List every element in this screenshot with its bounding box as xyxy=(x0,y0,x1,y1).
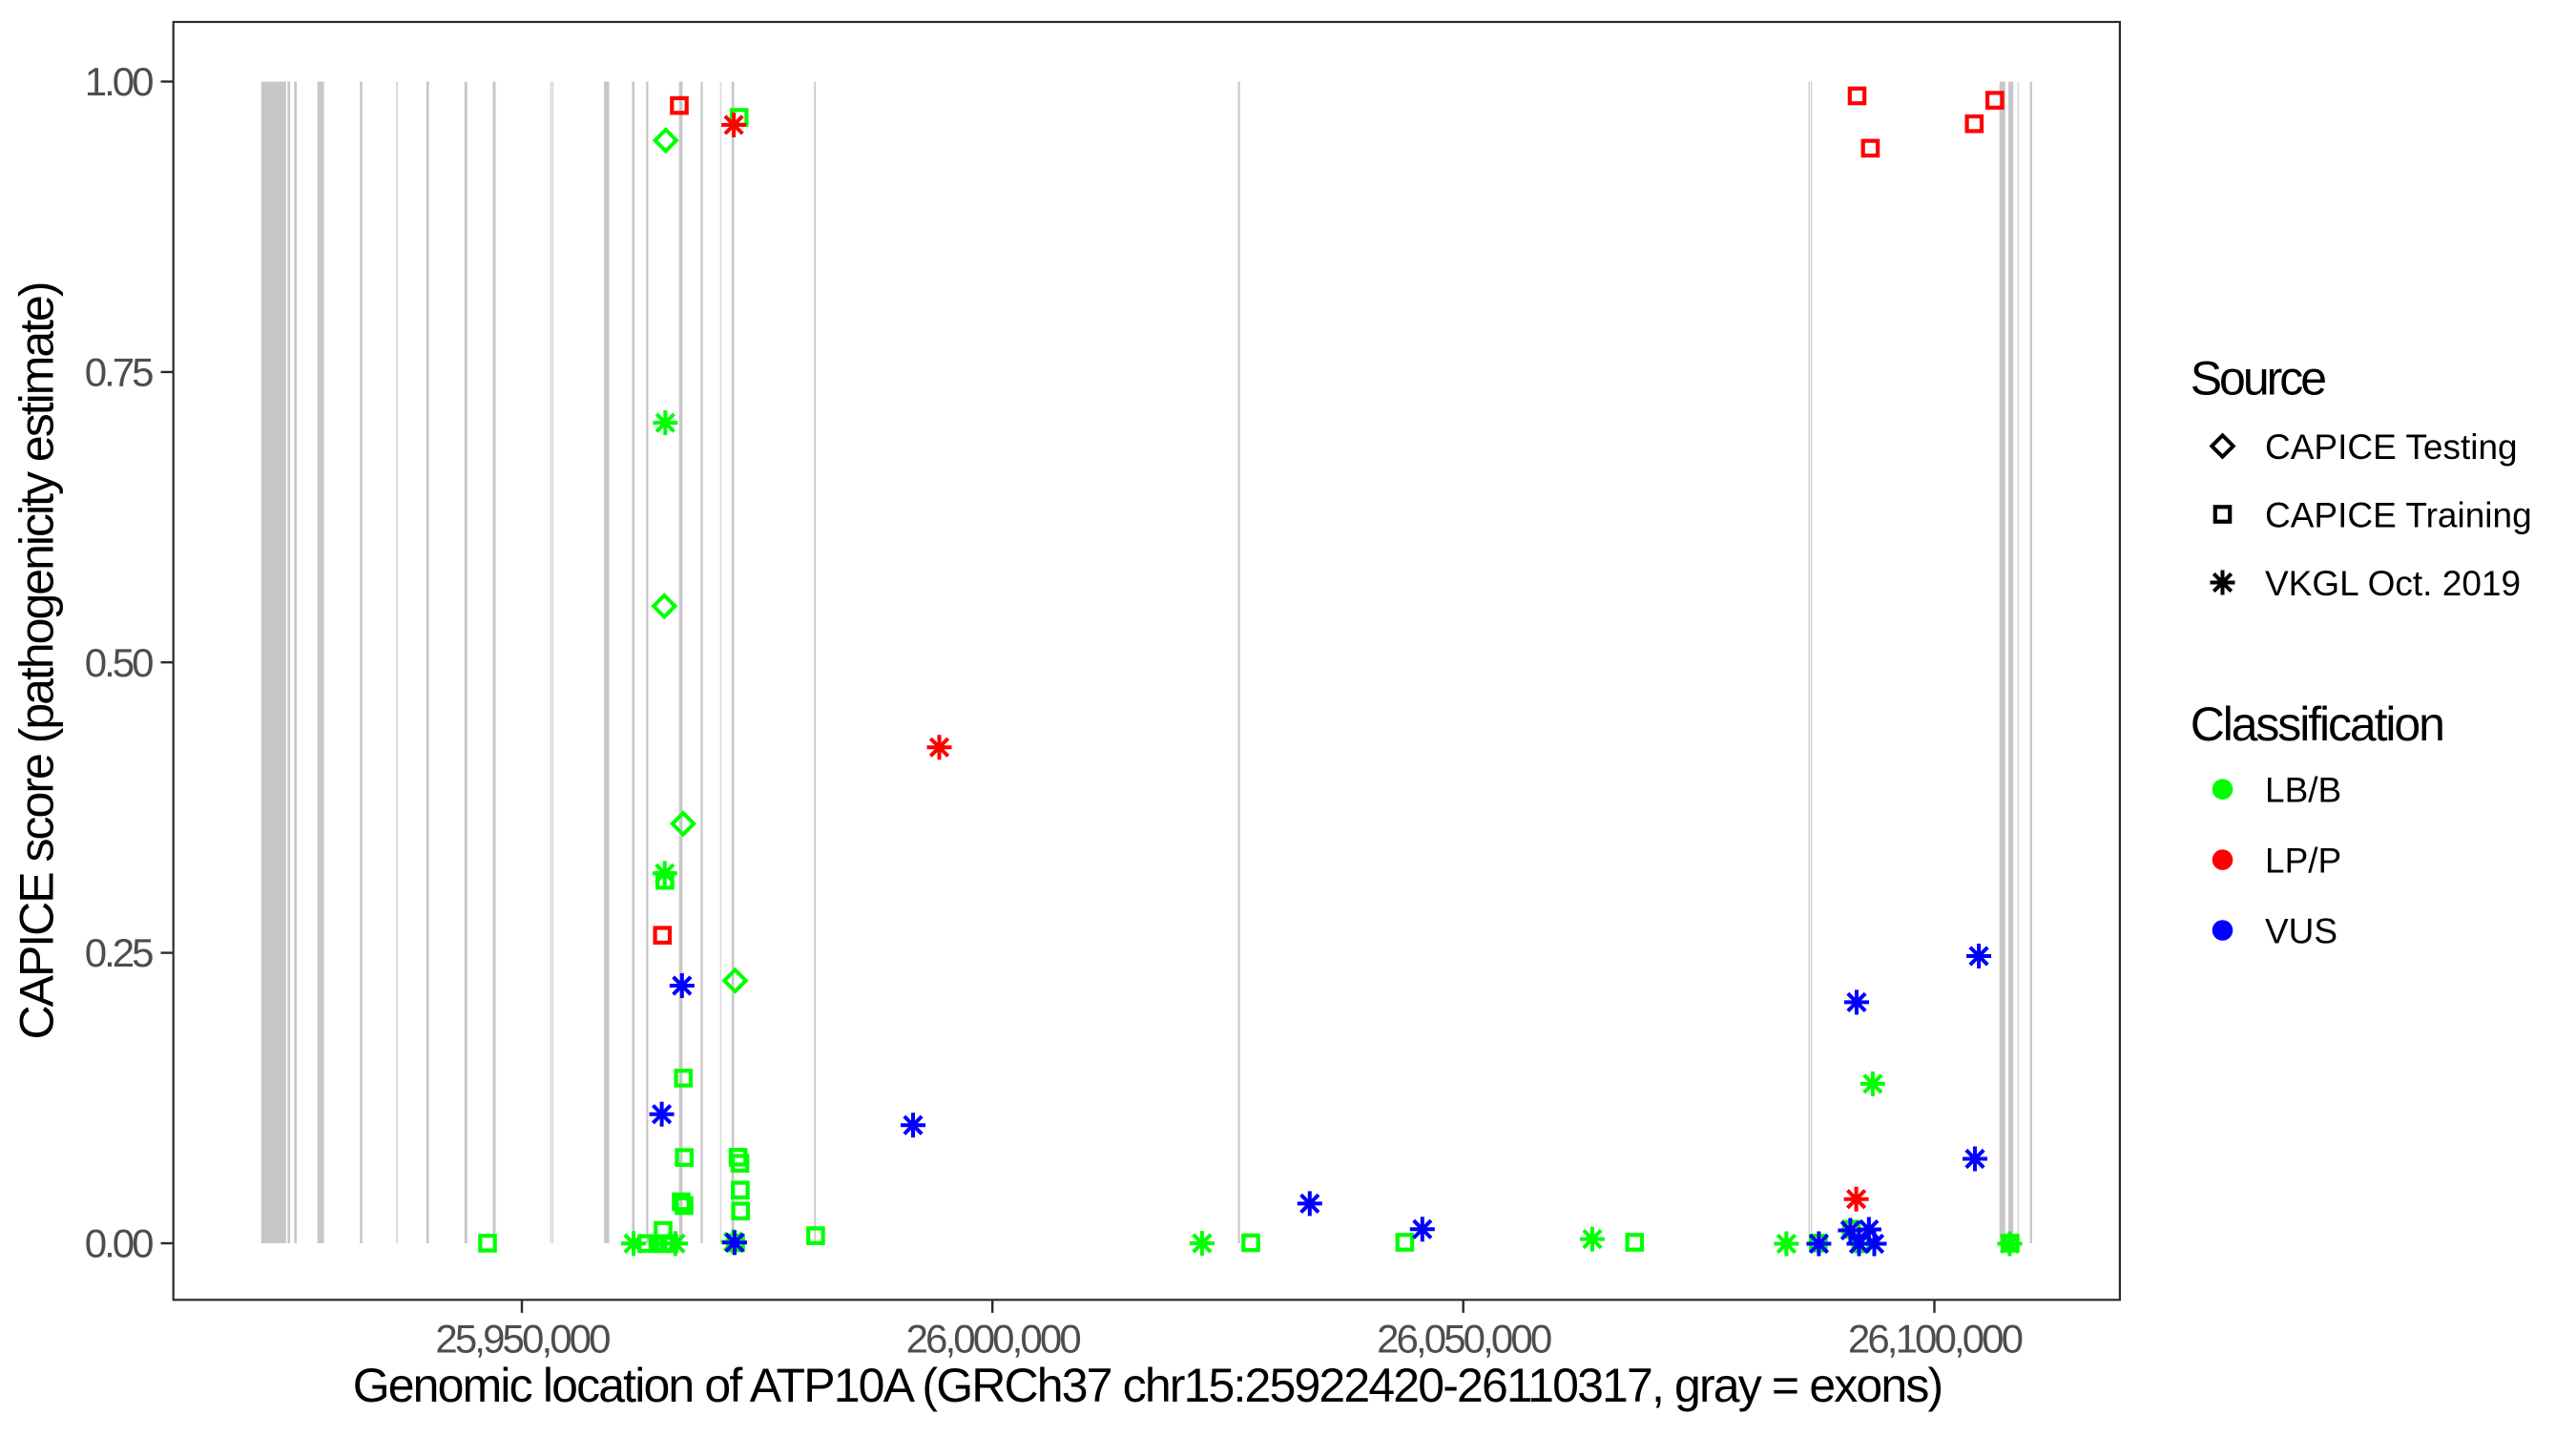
svg-text:LB/B: LB/B xyxy=(2265,771,2341,810)
svg-text:VKGL Oct. 2019: VKGL Oct. 2019 xyxy=(2265,564,2521,603)
svg-text:26,100,000: 26,100,000 xyxy=(1848,1317,2023,1362)
svg-text:Genomic location of ATP10A (GR: Genomic location of ATP10A (GRCh37 chr15… xyxy=(353,1359,1942,1412)
svg-text:1.00: 1.00 xyxy=(85,59,153,104)
svg-text:25,950,000: 25,950,000 xyxy=(435,1317,610,1362)
svg-text:26,000,000: 26,000,000 xyxy=(906,1317,1081,1362)
svg-text:CAPICE Testing: CAPICE Testing xyxy=(2265,427,2518,467)
svg-text:0.25: 0.25 xyxy=(85,930,153,975)
svg-text:0.75: 0.75 xyxy=(85,349,153,394)
svg-text:CAPICE Training: CAPICE Training xyxy=(2265,495,2532,534)
svg-text:VUS: VUS xyxy=(2265,911,2337,950)
svg-text:0.50: 0.50 xyxy=(85,640,153,685)
svg-text:Source: Source xyxy=(2191,352,2326,406)
svg-text:0.00: 0.00 xyxy=(85,1221,153,1266)
svg-text:Classification: Classification xyxy=(2191,697,2443,751)
svg-text:CAPICE score (pathogenicity es: CAPICE score (pathogenicity estimate) xyxy=(10,282,64,1039)
svg-text:26,050,000: 26,050,000 xyxy=(1377,1317,1551,1362)
svg-text:LP/P: LP/P xyxy=(2265,841,2341,880)
